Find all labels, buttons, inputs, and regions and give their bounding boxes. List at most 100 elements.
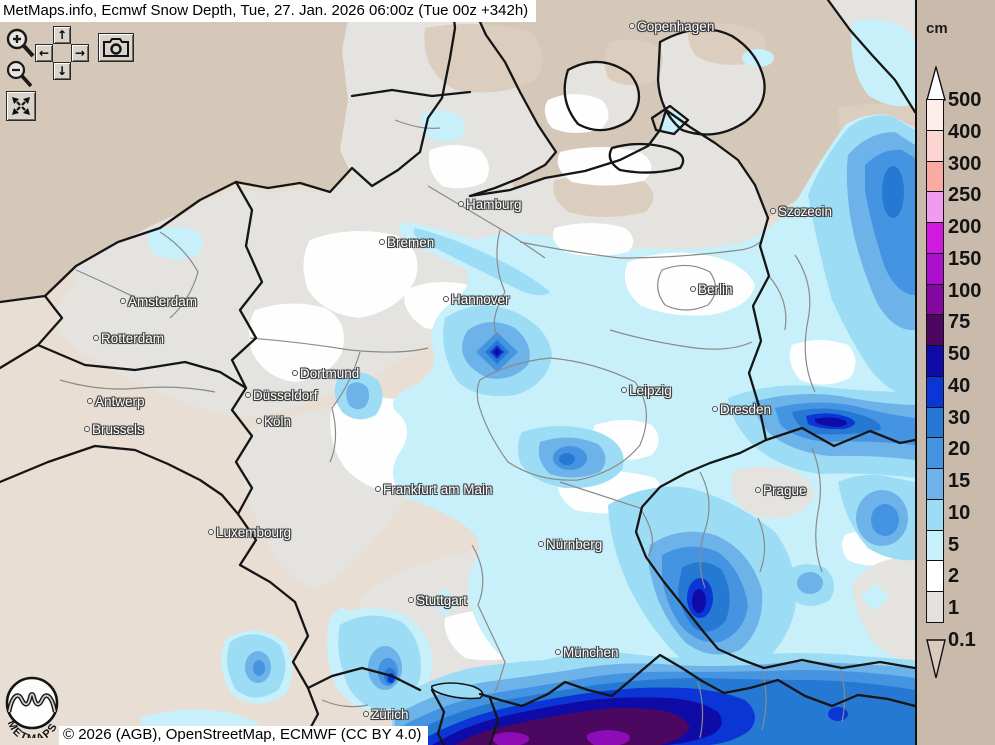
- legend-tick-50: 50: [948, 343, 971, 366]
- city-marker-icon: [364, 711, 368, 716]
- city-marker-icon: [293, 370, 297, 375]
- legend-tick-200: 200: [948, 216, 982, 239]
- city-label-berlin: Berlin: [691, 282, 733, 297]
- legend-color-band-1: [926, 591, 944, 623]
- legend-color-band-2: [926, 560, 944, 592]
- legend-color-band-250: [926, 191, 944, 223]
- city-label-amsterdam: Amsterdam: [121, 294, 197, 309]
- attribution-bar[interactable]: © 2026 (AGB), OpenStreetMap, ECMWF (CC B…: [59, 726, 429, 745]
- arrow-up-icon: ↑: [56, 28, 68, 42]
- pan-right-button[interactable]: →: [71, 44, 89, 62]
- legend-tick-2: 2: [948, 565, 960, 588]
- state-borders: [59, 119, 846, 739]
- legend-unit-label: cm: [926, 20, 948, 37]
- city-marker-icon: [713, 406, 717, 411]
- city-marker-icon: [209, 529, 213, 534]
- city-name: Köln: [264, 414, 292, 429]
- city-name: Frankfurt am Main: [383, 482, 493, 497]
- city-label-frankfurt-am-main: Frankfurt am Main: [376, 482, 493, 497]
- city-label-stuttgart: Stuttgart: [409, 593, 467, 608]
- pan-up-button[interactable]: ↑: [53, 26, 71, 44]
- snow-holes-east-white: [552, 223, 900, 566]
- city-label-hamburg: Hamburg: [459, 197, 522, 212]
- city-marker-icon: [556, 649, 560, 654]
- legend-tick-20: 20: [948, 438, 971, 461]
- city-name: Berlin: [698, 282, 733, 297]
- city-name: Prague: [763, 483, 807, 498]
- pan-left-button[interactable]: ←: [35, 44, 53, 62]
- city-marker-icon: [376, 486, 380, 491]
- legend-color-band-300: [926, 160, 944, 193]
- legend-tick-150: 150: [948, 247, 982, 270]
- fullscreen-button[interactable]: [6, 91, 36, 121]
- weather-map[interactable]: [0, 0, 915, 745]
- city-name: Zürich: [371, 707, 409, 722]
- city-label-dortmund: Dortmund: [293, 366, 359, 381]
- city-marker-icon: [630, 23, 634, 28]
- city-marker-icon: [622, 387, 626, 392]
- city-name: Antwerp: [95, 394, 145, 409]
- legend-color-band-100: [926, 283, 944, 316]
- city-name: Dresden: [720, 402, 772, 417]
- snow-holes-east-gray: [732, 466, 915, 662]
- legend-tick-15: 15: [948, 470, 971, 493]
- city-name: Amsterdam: [128, 294, 198, 309]
- legend-tick-40: 40: [948, 374, 971, 397]
- screenshot-button[interactable]: [98, 33, 134, 62]
- zoom-out-button[interactable]: [4, 60, 34, 95]
- legend-color-band-20: [926, 437, 944, 469]
- legend-color-band-500: [926, 99, 944, 131]
- city-name: Nürnberg: [546, 537, 603, 552]
- logo-circle: [5, 676, 59, 730]
- camera-icon: [103, 38, 129, 57]
- pan-down-button[interactable]: ↓: [53, 62, 71, 80]
- city-name: Brussels: [92, 422, 144, 437]
- legend-color-band-75: [926, 314, 944, 346]
- city-marker-icon: [409, 597, 413, 602]
- city-name: Copenhagen: [637, 19, 715, 34]
- legend-tick-1: 1: [948, 597, 960, 620]
- city-label-antwerp: Antwerp: [88, 394, 145, 409]
- legend-color-band-40: [926, 375, 944, 408]
- legend-tick-10: 10: [948, 501, 971, 524]
- legend-tick-75: 75: [948, 311, 971, 334]
- city-label-n-rnberg: Nürnberg: [539, 537, 602, 552]
- expand-arrows-icon: [12, 97, 30, 115]
- city-marker-icon: [459, 201, 463, 206]
- country-borders: [0, 0, 915, 745]
- city-marker-icon: [771, 208, 775, 213]
- legend-tick-0.1: 0.1: [948, 628, 976, 651]
- city-name: Leipzig: [629, 383, 672, 398]
- legend-panel: cm 500 400 300 250 200 150 100 75 50 40 30 20 15 10 5 2…: [915, 0, 995, 745]
- city-label-prague: Prague: [756, 483, 807, 498]
- lake-constance: [430, 682, 484, 700]
- legend-color-scale: [926, 99, 944, 623]
- logo-wave-inner: [8, 693, 56, 713]
- legend-color-band-400: [926, 129, 944, 162]
- snow-75-100-layer: [491, 730, 630, 745]
- city-name: Luxembourg: [216, 525, 292, 540]
- city-name: München: [563, 645, 619, 660]
- city-label-luxembourg: Luxembourg: [209, 525, 291, 540]
- zoom-in-button[interactable]: [4, 27, 36, 66]
- city-marker-icon: [246, 392, 250, 397]
- title-bar: MetMaps.info, Ecmwf Snow Depth, Tue, 27.…: [0, 0, 537, 22]
- legend-color-band-50: [926, 345, 944, 377]
- legend-color-band-200: [926, 222, 944, 254]
- legend-below-min-arrow: [926, 639, 946, 679]
- city-marker-icon: [539, 541, 543, 546]
- city-name: Rotterdam: [101, 331, 165, 346]
- city-label-z-rich: Zürich: [364, 707, 409, 722]
- arrow-left-icon: ←: [38, 46, 50, 60]
- arrow-down-icon: ↓: [56, 64, 68, 78]
- legend-tick-100: 100: [948, 279, 982, 302]
- city-marker-icon: [121, 298, 125, 303]
- legend-color-band-30: [926, 406, 944, 439]
- city-name: Düsseldorf: [253, 388, 318, 403]
- city-label-k-ln: Köln: [257, 414, 291, 429]
- city-marker-icon: [85, 426, 89, 431]
- city-marker-icon: [691, 286, 695, 291]
- legend-tick-30: 30: [948, 406, 971, 429]
- metmaps-logo[interactable]: METMAPS: [1, 674, 63, 745]
